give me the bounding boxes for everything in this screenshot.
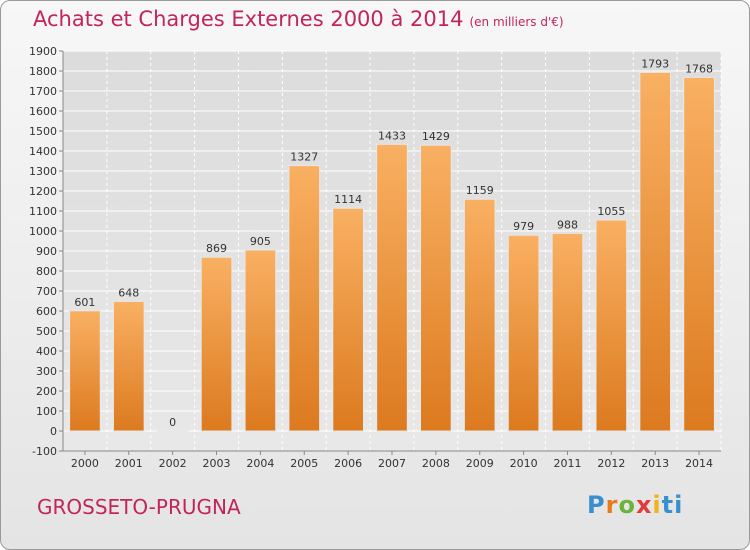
bar [376, 143, 408, 432]
y-tick-label: 900 [36, 245, 57, 258]
x-tick-label: 2006 [334, 457, 362, 470]
logo-letter: i [674, 491, 684, 519]
y-tick-label: 1800 [29, 65, 57, 78]
title-text: Achats et Charges Externes 2000 à 2014 [33, 7, 464, 31]
y-tick-label: 500 [36, 325, 57, 338]
bar [463, 198, 496, 432]
data-label: 601 [74, 296, 95, 309]
data-label: 1793 [641, 57, 669, 70]
y-tick-label: 300 [36, 365, 57, 378]
bar [595, 219, 628, 432]
x-tick-label: 2002 [159, 457, 187, 470]
y-tick-label: 100 [36, 405, 57, 418]
y-tick-label: 700 [36, 285, 57, 298]
y-tick-label: 0 [50, 425, 57, 438]
bar [156, 429, 189, 432]
logo-letter: o [618, 491, 636, 519]
x-tick-label: 2009 [466, 457, 494, 470]
data-label: 1055 [597, 205, 625, 218]
logo-letter: P [587, 491, 606, 519]
y-tick-label: 1200 [29, 185, 57, 198]
y-tick-label: 1500 [29, 125, 57, 138]
y-tick-label: 1100 [29, 205, 57, 218]
data-label: 0 [169, 416, 176, 429]
logo-letter: i [652, 491, 662, 519]
logo-letter: r [605, 491, 619, 519]
data-label: 1433 [378, 129, 406, 142]
y-tick-label: -100 [32, 445, 57, 458]
y-tick-label: 800 [36, 265, 57, 278]
y-tick-label: 1900 [29, 45, 57, 58]
data-label: 979 [513, 220, 534, 233]
bar [69, 310, 101, 432]
data-label: 1429 [422, 130, 450, 143]
x-tick-label: 2001 [115, 457, 143, 470]
x-tick-label: 2011 [553, 457, 581, 470]
bar [551, 232, 584, 432]
x-tick-label: 2014 [685, 457, 713, 470]
y-tick-label: 1300 [29, 165, 57, 178]
data-label: 1159 [466, 184, 494, 197]
commune-name: GROSSETO-PRUGNA [37, 495, 241, 519]
proxiti-logo: Proxiti [587, 491, 683, 519]
bar [200, 256, 233, 432]
bar [244, 249, 277, 432]
x-tick-label: 2004 [246, 457, 274, 470]
x-tick-label: 2000 [71, 457, 99, 470]
x-tick-label: 2013 [641, 457, 669, 470]
data-label: 1327 [290, 151, 318, 164]
y-tick-label: 600 [36, 305, 57, 318]
y-tick-label: 1600 [29, 105, 57, 118]
x-tick-label: 2010 [510, 457, 538, 470]
bar [112, 300, 145, 432]
title-unit: (en milliers d'€) [469, 15, 564, 29]
x-tick-label: 2003 [203, 457, 231, 470]
data-label: 988 [557, 218, 578, 231]
bar [639, 71, 672, 432]
data-label: 648 [118, 286, 139, 299]
data-label: 869 [206, 242, 227, 255]
bar [332, 207, 364, 432]
y-tick-label: 1700 [29, 85, 57, 98]
data-label: 905 [250, 235, 271, 248]
x-tick-label: 2008 [422, 457, 450, 470]
chart-title: Achats et Charges Externes 2000 à 2014 (e… [33, 7, 564, 31]
bar [420, 144, 452, 432]
bar [683, 76, 715, 432]
y-tick-label: 200 [36, 385, 57, 398]
logo-letter: t [661, 491, 675, 519]
x-tick-label: 2005 [290, 457, 318, 470]
data-label: 1768 [685, 62, 713, 75]
logo-letter: x [635, 491, 653, 519]
x-tick-label: 2007 [378, 457, 406, 470]
bar [507, 234, 540, 432]
bar [288, 165, 321, 432]
data-label: 1114 [334, 193, 362, 206]
y-tick-label: 1000 [29, 225, 57, 238]
y-tick-label: 400 [36, 345, 57, 358]
x-tick-label: 2012 [597, 457, 625, 470]
y-tick-label: 1400 [29, 145, 57, 158]
